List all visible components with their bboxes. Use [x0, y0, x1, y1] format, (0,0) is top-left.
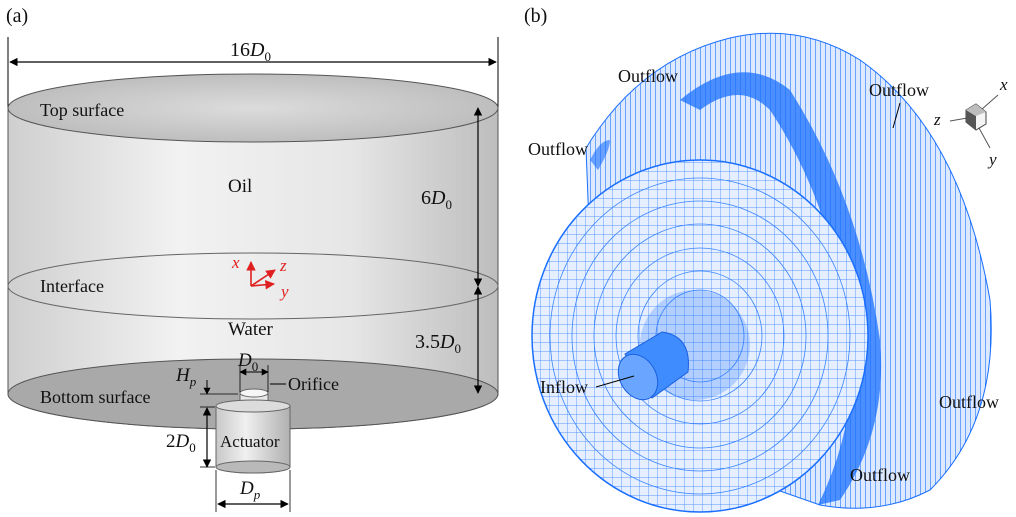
actuator-label: Actuator: [220, 432, 280, 451]
actuator-top: [215, 399, 291, 413]
oil-height-label: 6D0: [421, 187, 452, 212]
axis-z-label-a: z: [279, 256, 287, 275]
axis-x-label-a: x: [231, 253, 240, 272]
bottom-surface-label: Bottom surface: [40, 387, 150, 407]
inflow-nozzle-face: [617, 353, 659, 401]
interface-label: Interface: [40, 276, 104, 296]
outflow-label-bottom: Outflow: [850, 465, 910, 485]
outflow-label-right: Outflow: [939, 392, 999, 412]
actuator: Actuator: [215, 388, 291, 474]
coordinate-axes-a: x z y: [231, 253, 289, 301]
panel-a-tag: (a): [6, 5, 28, 27]
inflow-label: Inflow: [540, 377, 588, 397]
axis-x-label-b: x: [999, 75, 1008, 94]
water-label: Water: [228, 319, 274, 340]
orifice-ellipse: [239, 388, 269, 398]
axis-y-label-a: y: [279, 282, 289, 301]
outflow-label-top-right: Outflow: [869, 80, 929, 100]
actuator-height-label: 2D0: [166, 431, 196, 455]
panel-b: (b) Outflow Outflow Outflow Outflow Outf…: [524, 5, 1008, 513]
width-label: 16D0: [230, 39, 271, 64]
inflow-nozzle-body: [624, 331, 689, 399]
dp-label: Dp: [239, 478, 261, 502]
axis-y-label-b: y: [987, 150, 997, 169]
panel-a: (a) 16D0 Top surface Oil Interface Water…: [6, 5, 499, 512]
outflow-label-top-left: Outflow: [618, 66, 678, 86]
interface-ellipse: [7, 252, 499, 320]
mesh-interface-band: [680, 72, 882, 505]
water-height-label: 3.5D0: [415, 331, 461, 356]
d0-label: D0: [237, 350, 258, 374]
outflow-label-left: Outflow: [528, 139, 588, 159]
oil-label: Oil: [228, 176, 252, 197]
hp-label: Hp: [175, 365, 197, 389]
axis-z-label-b: z: [933, 110, 941, 129]
top-surface-label: Top surface: [40, 100, 124, 120]
mesh-radial-rings: [549, 177, 851, 495]
coordinate-axes-b: x z y: [933, 75, 1008, 169]
top-surface-ellipse: [7, 73, 499, 143]
orifice-label: Orifice: [288, 374, 339, 394]
mesh-front-face: [531, 159, 869, 513]
inflow-leader: [595, 375, 635, 388]
outflow-leader-top-right: [892, 102, 901, 129]
panel-b-tag: (b): [524, 5, 547, 27]
mesh-edge-band: [590, 140, 610, 170]
actuator-bottom: [215, 460, 291, 474]
